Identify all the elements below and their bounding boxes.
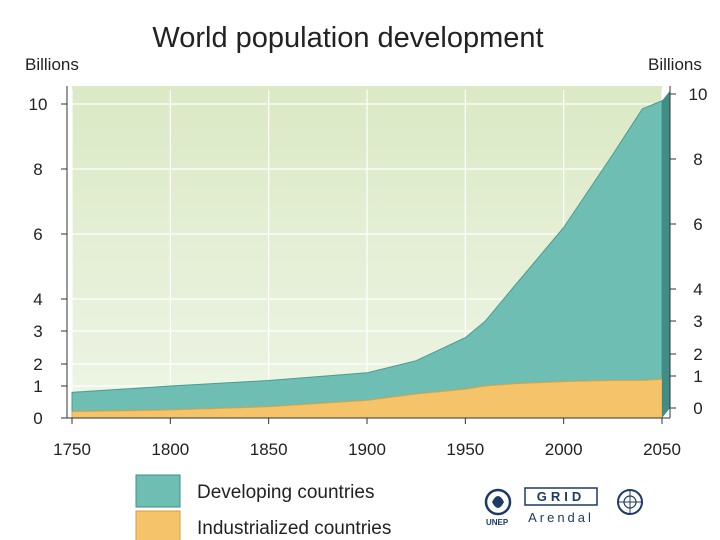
legend-label-developing: Developing countries [197,482,374,503]
y-tick-label-right: 0 [693,399,702,418]
legend-swatch-industrialized [135,510,181,540]
arendal-text: Arendal [528,510,594,525]
y-tick-label-left: 1 [33,377,42,396]
x-tick-label: 1850 [250,440,288,459]
y-tick-label-right: 6 [693,215,702,234]
x-tick-label: 1900 [348,440,386,459]
y-tick-label-right: 10 [689,85,708,104]
industrialized-countries-area [71,378,663,419]
y-tick-label-left: 4 [33,290,42,309]
y-tick-label-left: 8 [33,160,42,179]
y-tick-label-right: 4 [693,280,702,299]
unep-logo: UNEP [484,488,512,527]
x-tick-label: 2050 [643,440,681,459]
y-tick-label-right: 3 [693,312,702,331]
y-tick-label-right: 2 [693,345,702,364]
y-tick-label-left: 6 [33,225,42,244]
y-tick-label-left: 0 [33,409,42,428]
grid-text: GRID [537,489,586,504]
unep-text: UNEP [486,518,509,527]
x-tick-label: 1750 [53,440,91,459]
axis-ticks: 1750 1800 1850 1900 1950 2000 2050 0 1 2 3 4 6 8 10 0 1 2… [29,85,708,459]
grid-arendal-logo: GRID Arendal [524,487,598,525]
y-tick-label-left: 2 [33,355,42,374]
y-tick-label-left: 3 [33,322,42,341]
y-tick-label-right: 8 [693,150,702,169]
legend-label-industrialized: Industrialized countries [197,518,391,539]
x-tick-label: 2000 [545,440,583,459]
area-depth-edge [662,90,670,418]
y-tick-label-left: 10 [29,95,48,114]
chart-title: World population development [152,22,543,54]
y-axis-label-left: Billions [25,55,79,74]
y-axis-label-right: Billions [648,55,702,74]
x-tick-label: 1950 [446,440,484,459]
x-tick-label: 1800 [151,440,189,459]
un-emblem-icon [617,489,643,515]
y-tick-label-right: 1 [693,367,702,386]
legend-swatch-developing [135,474,181,508]
